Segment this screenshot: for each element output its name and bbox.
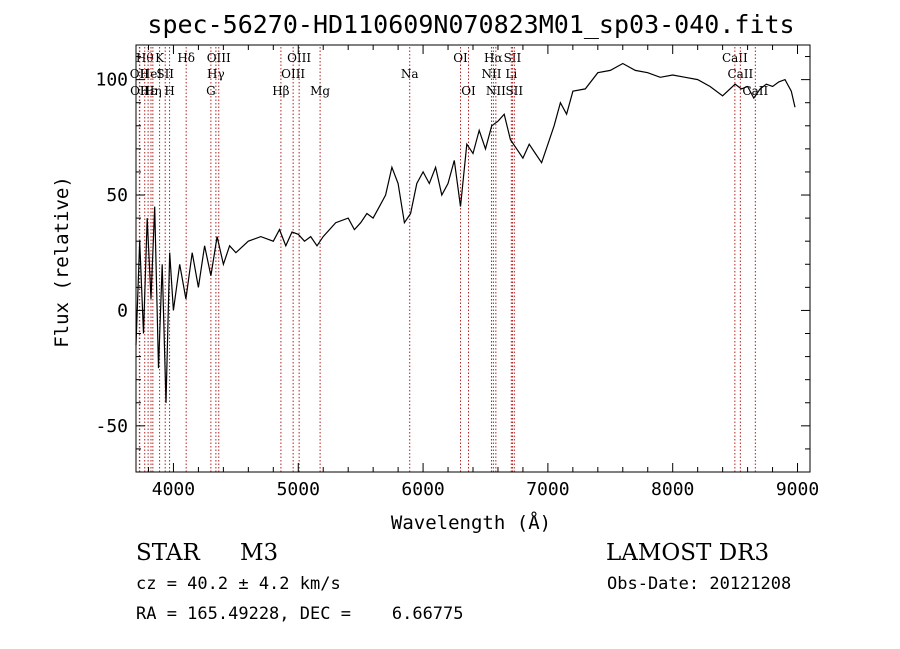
x-tick-label: 9000: [776, 479, 819, 500]
y-tick-label: 100: [95, 70, 128, 91]
marker-label-16: Mg: [310, 84, 330, 98]
marker-label-3: Hε: [140, 84, 157, 98]
marker-label-2: OII: [130, 84, 150, 98]
marker-label-14: OIII: [281, 67, 305, 81]
marker-label-27: CaII: [727, 67, 753, 81]
marker-label-4: Hη: [144, 84, 162, 98]
marker-label-1: OII: [130, 67, 150, 81]
y-tick-label: -50: [95, 416, 128, 437]
marker-label-20: NII: [481, 67, 501, 81]
x-tick-label: 6000: [401, 479, 444, 500]
redshift-readout: cz = 40.2 ± 4.2 km/s: [136, 574, 341, 594]
x-tick-label: 8000: [651, 479, 694, 500]
marker-label-22: NII: [486, 84, 506, 98]
marker-label-13: Hβ: [272, 84, 289, 98]
marker-label-12: OIII: [207, 51, 231, 65]
x-tick-label: 4000: [152, 479, 195, 500]
plot-frame: [135, 44, 811, 473]
marker-label-15: OIII: [287, 51, 311, 65]
spectral-line-markers: HθOIIOIIHεHηHeIKSIIHHδGHγOIIIHβOIIIOIIIM…: [130, 47, 768, 472]
y-tick-label: 50: [106, 185, 128, 206]
marker-label-17: Na: [401, 67, 419, 81]
observation-date: Obs-Date: 20121208: [607, 574, 792, 594]
marker-label-9: Hδ: [177, 51, 195, 65]
marker-label-0: Hθ: [136, 51, 154, 65]
x-tick-label: 5000: [277, 479, 320, 500]
x-axis: 4000 5000 6000 7000 8000 9000: [147, 45, 819, 500]
marker-label-24: SII: [504, 51, 522, 65]
marker-label-7: SII: [156, 67, 174, 81]
y-axis: -50 0 50 100: [95, 56, 810, 450]
marker-label-25: SII: [505, 84, 523, 98]
marker-label-21: Hα: [484, 51, 503, 65]
marker-label-23: Li: [505, 67, 517, 81]
marker-label-10: G: [206, 84, 216, 98]
marker-label-19: OI: [461, 84, 476, 98]
x-axis-label: Wavelength (Å): [391, 511, 551, 534]
marker-label-18: OI: [453, 51, 468, 65]
y-axis-label: Flux (relative): [51, 176, 73, 348]
marker-label-8: H: [164, 84, 174, 98]
spectrum-line: [135, 62, 796, 403]
object-subclass: M3: [240, 540, 279, 566]
marker-label-6: K: [155, 51, 165, 65]
survey-name: LAMOST DR3: [606, 540, 770, 566]
x-tick-label: 7000: [526, 479, 569, 500]
chart-title: spec-56270-HD110609N070823M01_sp03-040.f…: [147, 10, 794, 39]
marker-label-11: Hγ: [207, 67, 225, 81]
object-class: STAR: [136, 540, 200, 566]
y-tick-label: 0: [117, 300, 128, 321]
marker-label-5: HeI: [140, 67, 163, 81]
marker-label-26: CaII: [722, 51, 748, 65]
ra-dec-readout: RA = 165.49228, DEC = 6.66775: [136, 604, 464, 624]
